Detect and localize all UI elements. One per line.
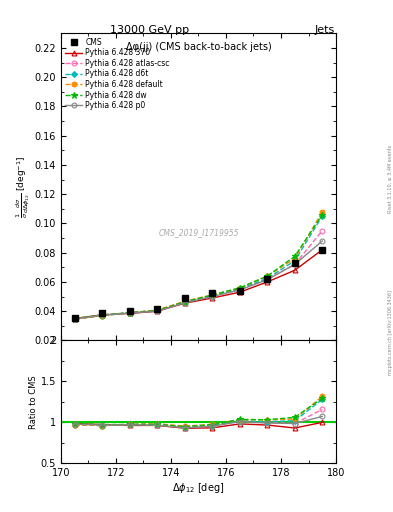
Pythia 6.428 dw	[72, 315, 77, 322]
Pythia 6.428 dw	[100, 312, 105, 318]
Pythia 6.428 d6t	[100, 312, 105, 318]
Line: Pythia 6.428 atlas-csc: Pythia 6.428 atlas-csc	[72, 228, 325, 322]
Pythia 6.428 dw	[292, 253, 297, 260]
Line: Pythia 6.428 dw: Pythia 6.428 dw	[72, 211, 325, 322]
Pythia 6.428 370	[72, 315, 77, 322]
Text: 13000 GeV pp: 13000 GeV pp	[110, 25, 189, 35]
Pythia 6.428 d6t	[237, 286, 242, 292]
Pythia 6.428 default	[292, 255, 297, 262]
Pythia 6.428 dw	[127, 310, 132, 316]
Pythia 6.428 p0	[237, 287, 242, 293]
Pythia 6.428 d6t	[155, 307, 160, 313]
Pythia 6.428 d6t	[72, 316, 77, 323]
Pythia 6.428 atlas-csc	[182, 298, 187, 305]
Pythia 6.428 370	[100, 312, 105, 318]
Pythia 6.428 default	[182, 298, 187, 304]
Pythia 6.428 atlas-csc	[292, 261, 297, 267]
Pythia 6.428 370	[237, 289, 242, 295]
CMS	[182, 295, 187, 301]
Pythia 6.428 p0	[182, 300, 187, 306]
Line: Pythia 6.428 default: Pythia 6.428 default	[72, 209, 325, 322]
Pythia 6.428 370	[182, 300, 187, 306]
Pythia 6.428 d6t	[320, 213, 325, 219]
CMS	[237, 288, 242, 294]
Pythia 6.428 p0	[155, 308, 160, 314]
Pythia 6.428 p0	[292, 261, 297, 267]
CMS	[320, 247, 325, 253]
Line: Pythia 6.428 370: Pythia 6.428 370	[72, 247, 325, 321]
Pythia 6.428 atlas-csc	[237, 286, 242, 292]
Pythia 6.428 p0	[100, 312, 105, 318]
Pythia 6.428 default	[210, 292, 215, 298]
Pythia 6.428 dw	[155, 307, 160, 313]
CMS	[292, 260, 297, 266]
CMS	[127, 308, 132, 314]
Pythia 6.428 atlas-csc	[127, 310, 132, 316]
Line: CMS: CMS	[72, 247, 325, 321]
Pythia 6.428 d6t	[127, 310, 132, 316]
Pythia 6.428 370	[292, 267, 297, 273]
Pythia 6.428 default	[127, 310, 132, 316]
Pythia 6.428 d6t	[210, 293, 215, 299]
Line: Pythia 6.428 p0: Pythia 6.428 p0	[72, 239, 325, 321]
Y-axis label: Ratio to CMS: Ratio to CMS	[29, 375, 38, 429]
Pythia 6.428 p0	[72, 316, 77, 322]
Pythia 6.428 dw	[182, 298, 187, 305]
Pythia 6.428 370	[127, 310, 132, 316]
Pythia 6.428 p0	[127, 310, 132, 316]
Pythia 6.428 atlas-csc	[72, 316, 77, 323]
Y-axis label: $\frac{1}{\sigma}\frac{d\sigma}{d\Delta\phi_{12}}$ [deg$^{-1}$]: $\frac{1}{\sigma}\frac{d\sigma}{d\Delta\…	[14, 156, 32, 218]
Pythia 6.428 370	[210, 295, 215, 301]
Pythia 6.428 370	[265, 279, 270, 285]
Pythia 6.428 dw	[237, 285, 242, 291]
Pythia 6.428 atlas-csc	[155, 307, 160, 313]
Pythia 6.428 370	[320, 247, 325, 253]
CMS	[100, 310, 105, 316]
Pythia 6.428 dw	[210, 292, 215, 298]
Pythia 6.428 dw	[320, 211, 325, 218]
Pythia 6.428 p0	[210, 293, 215, 300]
Pythia 6.428 atlas-csc	[210, 293, 215, 299]
Pythia 6.428 default	[72, 316, 77, 323]
CMS	[155, 306, 160, 312]
Pythia 6.428 p0	[265, 276, 270, 283]
Pythia 6.428 default	[155, 307, 160, 313]
Pythia 6.428 default	[100, 312, 105, 318]
Pythia 6.428 370	[155, 308, 160, 314]
Pythia 6.428 atlas-csc	[320, 228, 325, 234]
Pythia 6.428 p0	[320, 238, 325, 244]
CMS	[210, 290, 215, 296]
CMS	[265, 276, 270, 282]
X-axis label: $\Delta\phi_{12}$ [deg]: $\Delta\phi_{12}$ [deg]	[172, 481, 225, 495]
Pythia 6.428 d6t	[265, 275, 270, 282]
Pythia 6.428 atlas-csc	[100, 312, 105, 318]
Pythia 6.428 default	[265, 273, 270, 279]
Text: Rivet 3.1.10, ≥ 3.4M events: Rivet 3.1.10, ≥ 3.4M events	[388, 145, 393, 214]
Pythia 6.428 default	[237, 285, 242, 291]
Pythia 6.428 d6t	[292, 258, 297, 264]
Text: Jets: Jets	[314, 25, 335, 35]
Text: mcplots.cern.ch [arXiv:1306.3436]: mcplots.cern.ch [arXiv:1306.3436]	[388, 290, 393, 375]
Legend: CMS, Pythia 6.428 370, Pythia 6.428 atlas-csc, Pythia 6.428 d6t, Pythia 6.428 de: CMS, Pythia 6.428 370, Pythia 6.428 atla…	[63, 35, 172, 112]
Pythia 6.428 d6t	[182, 300, 187, 306]
Pythia 6.428 default	[320, 209, 325, 215]
Line: Pythia 6.428 d6t: Pythia 6.428 d6t	[73, 214, 324, 322]
Text: CMS_2019_I1719955: CMS_2019_I1719955	[158, 228, 239, 238]
Pythia 6.428 dw	[265, 273, 270, 279]
Text: Δφ(jj) (CMS back-to-back jets): Δφ(jj) (CMS back-to-back jets)	[126, 42, 271, 53]
Pythia 6.428 atlas-csc	[265, 276, 270, 282]
CMS	[72, 315, 77, 321]
